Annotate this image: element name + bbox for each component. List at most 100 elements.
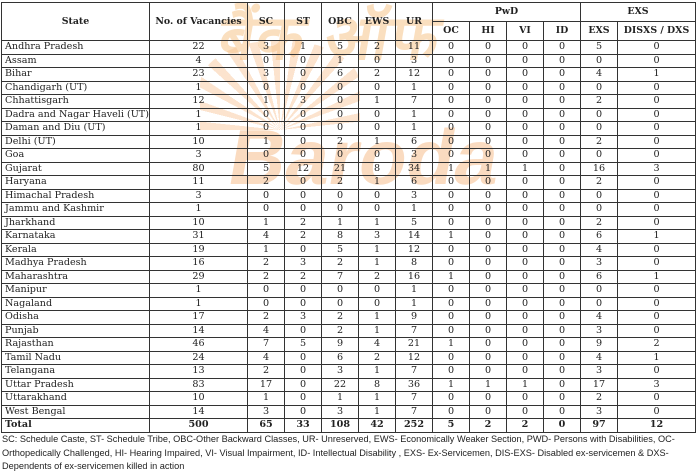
cell-pwd-oc: 1 [432,377,470,392]
cell-pwd-vi: 0 [506,296,544,311]
cell-ur: 1 [395,80,433,95]
cell-ews: 0 [358,121,396,136]
cell-exs: 4 [580,67,618,82]
cell-obc: 6 [321,350,359,365]
cell-state: West Bengal [1,404,150,419]
cell-vacancies: 46 [149,337,248,352]
cell-state: Delhi (UT) [1,134,150,149]
cell-disxs-dxs: 0 [617,404,696,419]
cell-disxs-dxs: 0 [617,107,696,122]
cell-ews: 8 [358,161,396,176]
cell-ur: 9 [395,310,433,325]
cell-state: Bihar [1,67,150,82]
cell-st: 0 [284,148,322,163]
table-row: Chhattisgarh 12 1 3 0 1 7 0 0 0 0 2 0 [1,94,696,109]
cell-ews: 0 [358,148,396,163]
header-ews: EWS [358,2,396,41]
cell-sc: 0 [247,202,285,217]
cell-exs: 4 [580,242,618,257]
cell-pwd-hi: 2 [469,418,507,433]
cell-ur: 252 [395,418,433,433]
cell-pwd-id: 0 [543,53,581,68]
cell-pwd-oc: 1 [432,229,470,244]
cell-pwd-hi: 0 [469,94,507,109]
cell-obc: 21 [321,161,359,176]
cell-pwd-oc: 0 [432,40,470,55]
cell-exs: 3 [580,404,618,419]
table-row: Goa 3 0 0 0 0 3 0 0 0 0 0 0 [1,148,696,163]
cell-pwd-vi: 0 [506,229,544,244]
cell-pwd-vi: 2 [506,418,544,433]
cell-pwd-vi: 1 [506,161,544,176]
cell-pwd-vi: 1 [506,377,544,392]
cell-obc: 2 [321,175,359,190]
cell-st: 3 [284,310,322,325]
cell-disxs-dxs: 1 [617,350,696,365]
cell-sc: 0 [247,121,285,136]
cell-state: Dadra and Nagar Haveli (UT) [1,107,150,122]
cell-obc: 0 [321,283,359,298]
cell-exs: 0 [580,107,618,122]
cell-pwd-id: 0 [543,67,581,82]
cell-exs: 0 [580,148,618,163]
cell-sc: 4 [247,350,285,365]
header-disxs-dxs: DISXS / DXS [617,21,696,41]
cell-pwd-id: 0 [543,242,581,257]
cell-vacancies: 83 [149,377,248,392]
cell-exs: 2 [580,94,618,109]
cell-ews: 0 [358,202,396,217]
table-row: Assam 4 0 0 1 0 3 0 0 0 0 0 0 [1,53,696,68]
cell-ews: 1 [358,364,396,379]
cell-pwd-oc: 0 [432,256,470,271]
cell-ews: 8 [358,377,396,392]
cell-state: Manipur [1,283,150,298]
cell-pwd-oc: 0 [432,202,470,217]
cell-ews: 1 [358,215,396,230]
cell-state: Chandigarh (UT) [1,80,150,95]
cell-disxs-dxs: 12 [617,418,696,433]
cell-pwd-oc: 1 [432,161,470,176]
cell-pwd-vi: 0 [506,67,544,82]
cell-disxs-dxs: 0 [617,94,696,109]
cell-pwd-hi: 0 [469,148,507,163]
cell-ur: 6 [395,175,433,190]
cell-exs: 6 [580,229,618,244]
cell-disxs-dxs: 0 [617,364,696,379]
cell-sc: 1 [247,391,285,406]
cell-st: 0 [284,296,322,311]
cell-exs: 0 [580,121,618,136]
cell-ur: 3 [395,148,433,163]
cell-exs: 0 [580,283,618,298]
cell-ur: 1 [395,283,433,298]
cell-disxs-dxs: 0 [617,148,696,163]
cell-exs: 6 [580,269,618,284]
cell-pwd-oc: 0 [432,148,470,163]
cell-state: Maharashtra [1,269,150,284]
cell-vacancies: 19 [149,242,248,257]
table-row: Uttar Pradesh 83 17 0 22 8 36 1 1 1 0 17 3 [1,377,696,392]
table-row: Gujarat 80 5 12 21 8 34 1 1 1 0 16 3 [1,161,696,176]
header-state: State [1,2,150,41]
cell-pwd-vi: 0 [506,80,544,95]
cell-state: Rajasthan [1,337,150,352]
cell-disxs-dxs: 0 [617,40,696,55]
cell-state: Tamil Nadu [1,350,150,365]
cell-ur: 7 [395,323,433,338]
cell-sc: 1 [247,215,285,230]
table-row: Punjab 14 4 0 2 1 7 0 0 0 0 3 0 [1,323,696,338]
cell-state: Himachal Pradesh [1,188,150,203]
cell-ur: 1 [395,107,433,122]
cell-state: Daman and Diu (UT) [1,121,150,136]
cell-ews: 1 [358,391,396,406]
cell-pwd-id: 0 [543,296,581,311]
cell-pwd-oc: 0 [432,175,470,190]
header-vacancies: No. of Vacancies [149,2,248,41]
cell-disxs-dxs: 0 [617,53,696,68]
cell-disxs-dxs: 0 [617,80,696,95]
table-row: Telangana 13 2 0 3 1 7 0 0 0 0 3 0 [1,364,696,379]
cell-st: 0 [284,323,322,338]
table-row: Kerala 19 1 0 5 1 12 0 0 0 0 4 0 [1,242,696,257]
header-pwd-vi: VI [506,21,544,41]
table-row: Daman and Diu (UT) 1 0 0 0 0 1 0 0 0 0 0 0 [1,121,696,136]
cell-st: 0 [284,350,322,365]
